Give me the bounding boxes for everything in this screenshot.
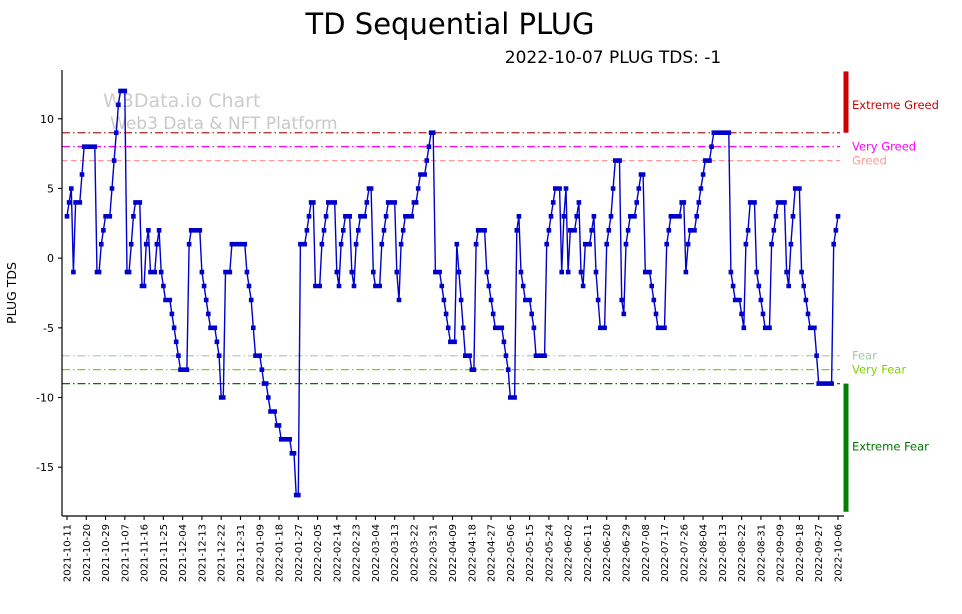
x-tick-label: 2022-09-18: [795, 524, 806, 582]
x-tick-label: 2022-02-05: [313, 524, 324, 582]
x-tick-label: 2022-03-13: [390, 524, 401, 582]
threshold-label-greed: Greed: [852, 154, 887, 168]
x-tick-label: 2021-12-22: [217, 524, 228, 582]
x-tick-label: 2022-04-18: [467, 524, 478, 582]
x-tick-label: 2022-04-09: [448, 524, 459, 582]
x-tick-label: 2022-02-14: [332, 524, 343, 582]
watermark-line1: W3Data.io Chart: [103, 90, 260, 112]
x-tick-label: 2022-03-04: [371, 524, 382, 582]
y-tick-label: 0: [47, 252, 54, 265]
y-axis-label: PLUG TDS: [4, 262, 19, 324]
series-line: [66, 90, 839, 496]
sentiment-bar-greed: [843, 71, 849, 133]
threshold-label-very-greed: Very Greed: [852, 140, 916, 154]
threshold-label-very-fear: Very Fear: [852, 363, 906, 377]
x-tick-label: 2022-03-22: [409, 524, 420, 582]
x-tick-label: 2022-06-20: [602, 524, 613, 582]
sentiment-bar-fear: [843, 383, 849, 512]
x-tick-label: 2022-04-27: [487, 524, 498, 582]
x-tick-label: 2022-08-22: [737, 524, 748, 582]
x-tick-label: 2022-06-11: [583, 524, 594, 582]
y-tick-label: -5: [43, 322, 54, 335]
x-tick-label: 2022-03-31: [429, 524, 440, 582]
x-tick-label: 2022-01-18: [275, 524, 286, 582]
x-tick-label: 2021-11-07: [120, 524, 131, 582]
series-markers: [64, 88, 841, 498]
y-tick-label: -10: [36, 392, 54, 405]
x-tick-label: 2022-01-09: [255, 524, 266, 582]
x-tick-label: 2022-07-08: [641, 524, 652, 582]
x-tick-label: 2022-05-06: [506, 524, 517, 582]
x-tick-label: 2022-09-27: [814, 524, 825, 582]
x-tick-label: 2022-06-29: [621, 524, 632, 582]
x-tick-label: 2021-10-11: [63, 524, 74, 582]
x-tick-label: 2022-07-17: [660, 524, 671, 582]
x-tick-label: 2021-10-20: [82, 524, 93, 582]
x-tick-label: 2022-05-24: [544, 524, 555, 582]
x-tick-label: 2022-05-15: [525, 524, 536, 582]
chart-subtitle: 2022-10-07 PLUG TDS: -1: [505, 48, 721, 68]
y-tick-label: -15: [36, 461, 54, 474]
threshold-label-extreme-fear: Extreme Fear: [852, 439, 929, 453]
chart-title: TD Sequential PLUG: [305, 7, 595, 41]
x-tick-label: 2022-06-02: [564, 524, 575, 582]
threshold-label-extreme-greed: Extreme Greed: [852, 98, 939, 112]
x-tick-label: 2022-08-31: [756, 524, 767, 582]
x-tick-label: 2021-12-13: [197, 524, 208, 582]
x-tick-label: 2022-10-06: [834, 524, 845, 582]
x-tick-label: 2021-11-16: [140, 524, 151, 582]
y-tick-label: 5: [47, 182, 54, 195]
y-tick-label: 10: [40, 113, 54, 126]
x-tick-label: 2021-12-31: [236, 524, 247, 582]
x-tick-label: 2022-02-23: [352, 524, 363, 582]
x-tick-label: 2021-10-29: [101, 524, 112, 582]
x-tick-label: 2021-12-04: [178, 524, 189, 582]
x-tick-label: 2022-09-09: [776, 524, 787, 582]
threshold-label-fear: Fear: [852, 349, 877, 363]
x-tick-label: 2022-01-27: [294, 524, 305, 582]
x-tick-label: 2022-08-13: [718, 524, 729, 582]
x-tick-label: 2022-08-04: [699, 524, 710, 582]
plot-area: -15 -10 -5 0 5 10 2021-10-11 2021-10-20 2021-10-…: [36, 70, 939, 582]
x-tick-label: 2022-07-26: [679, 524, 690, 582]
watermark-line2: Web3 Data & NFT Platform: [110, 114, 338, 134]
x-tick-label: 2021-11-25: [159, 524, 170, 582]
